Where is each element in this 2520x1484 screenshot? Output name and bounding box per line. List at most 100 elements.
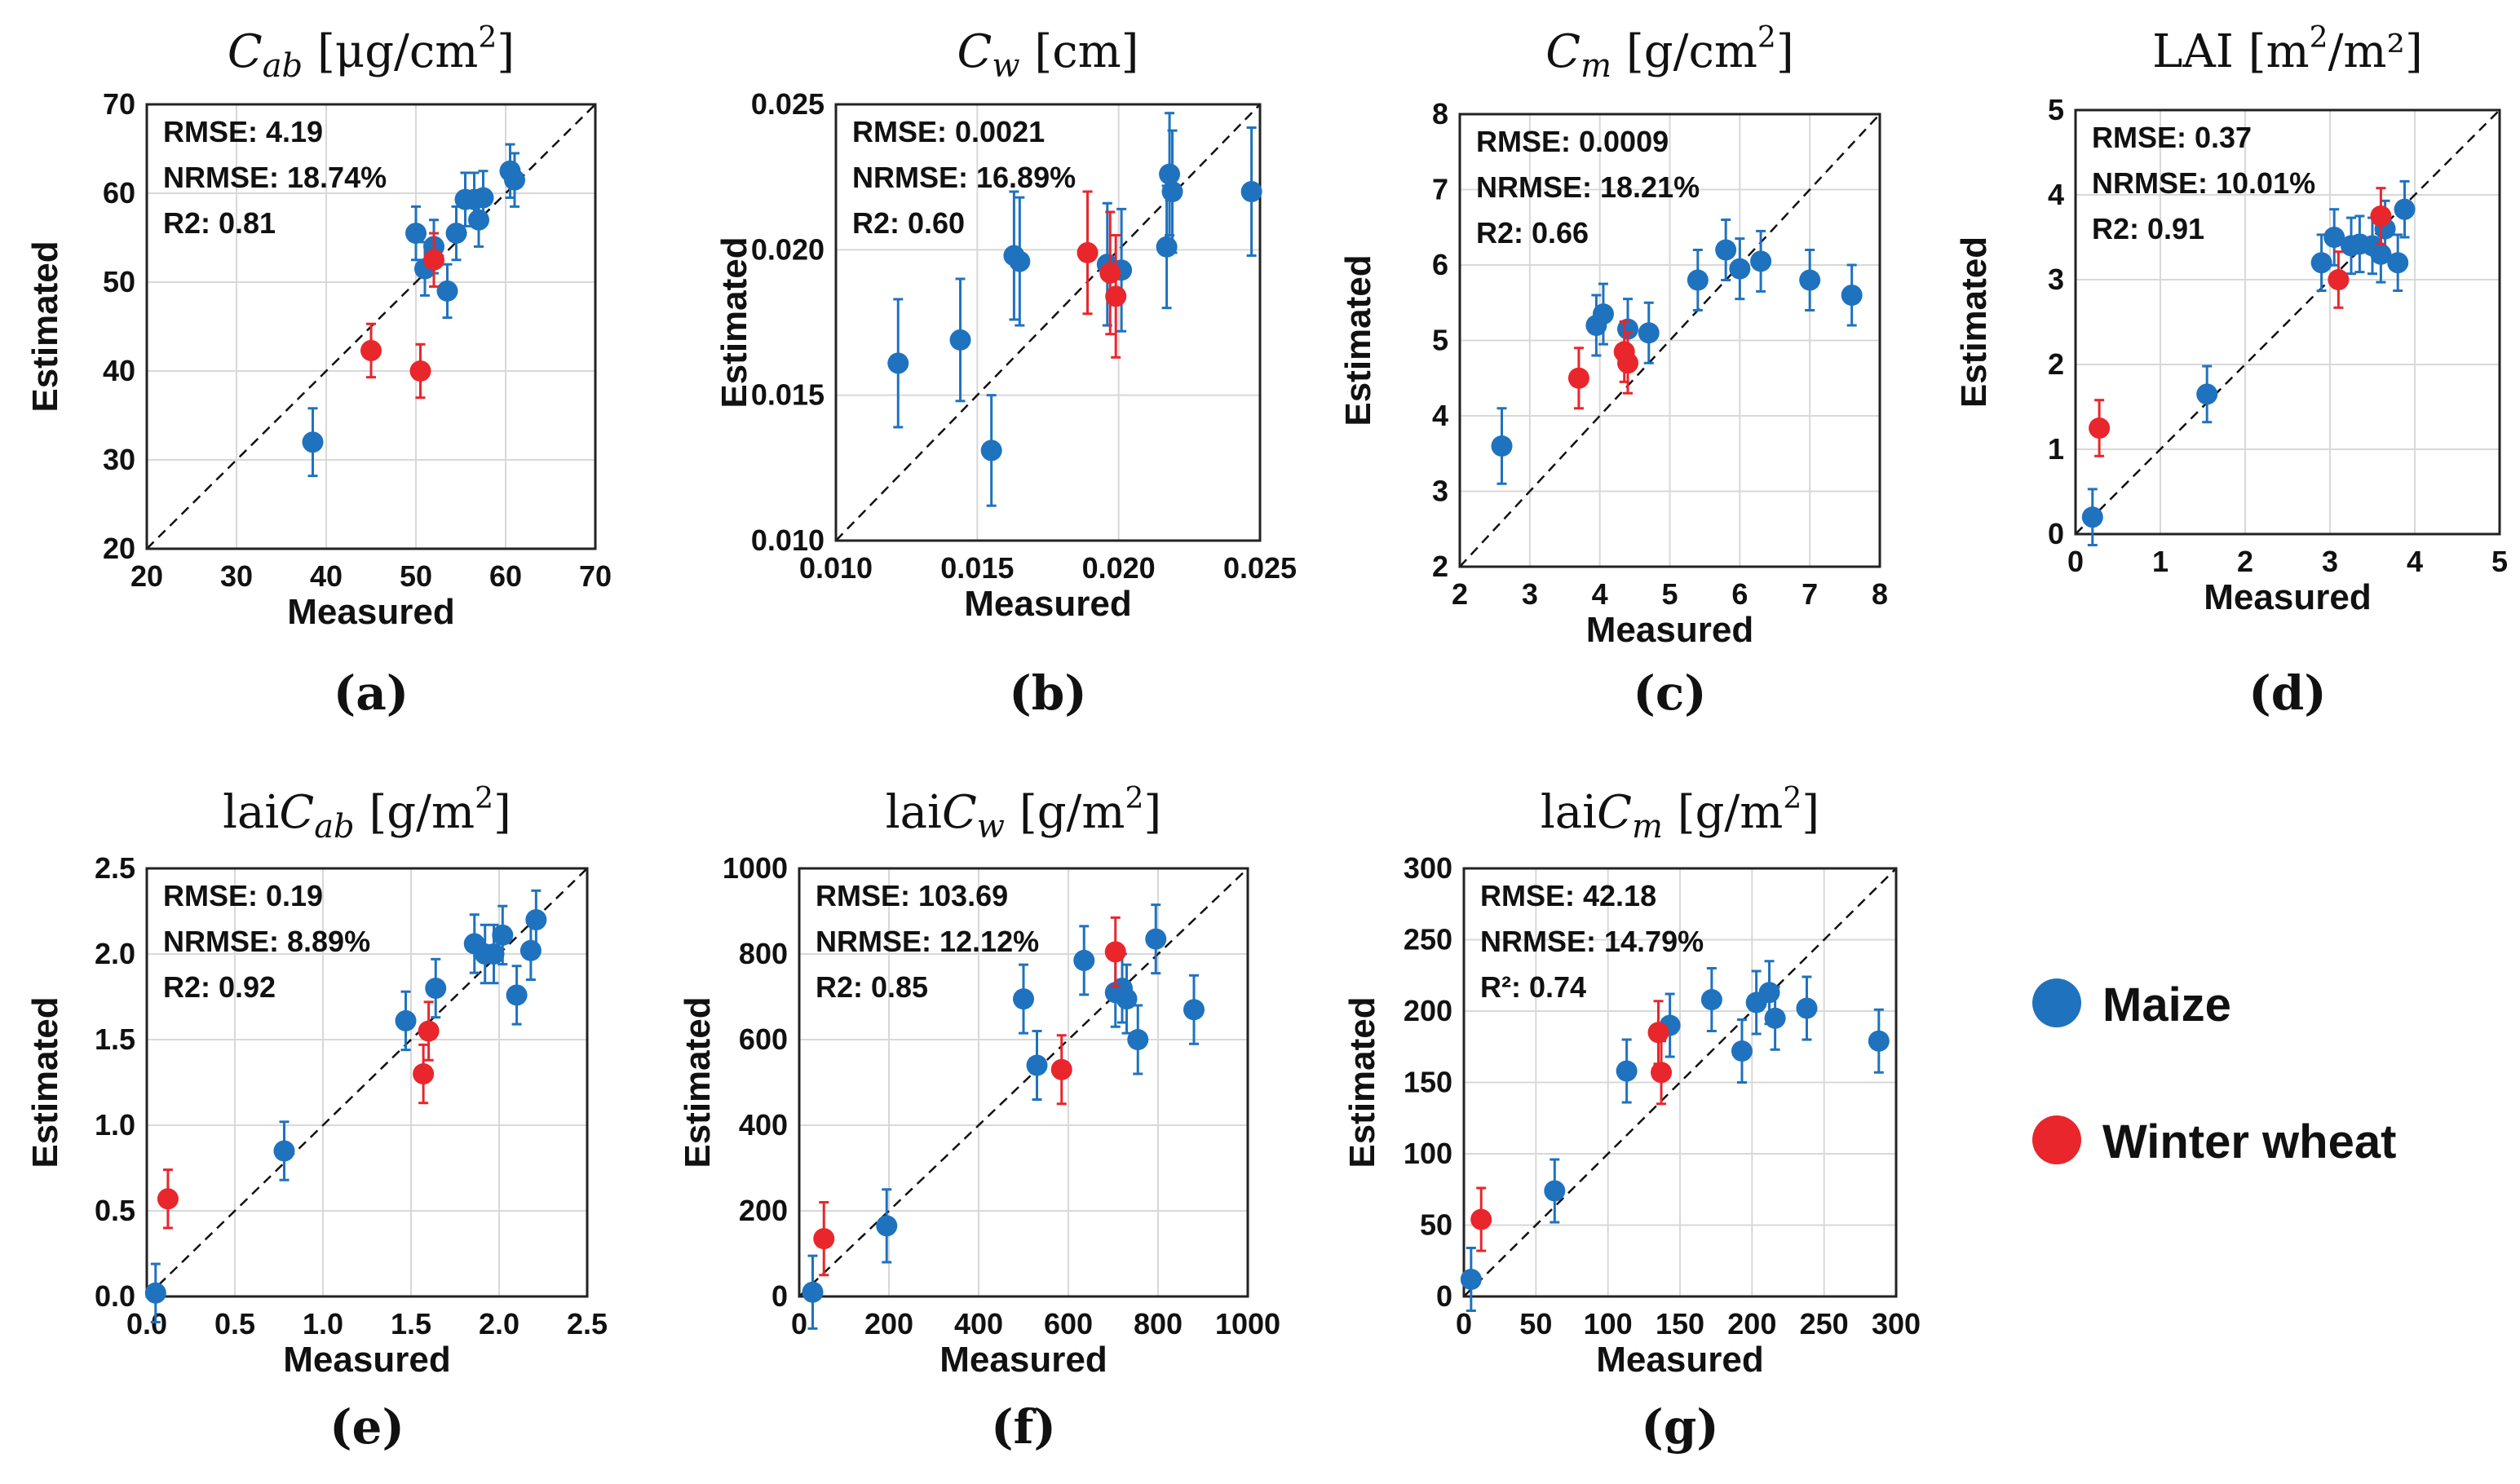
maize-point bbox=[302, 431, 324, 453]
maize-point bbox=[1159, 163, 1181, 185]
y-tick-label: 1.5 bbox=[95, 1022, 135, 1056]
x-tick-label: 0.025 bbox=[1223, 551, 1297, 585]
panel-label: (g) bbox=[1641, 1399, 1718, 1455]
panel-label: (e) bbox=[329, 1399, 405, 1455]
stat-nrmse: NRMSE: 16.89% bbox=[852, 161, 1076, 194]
y-tick-label: 0 bbox=[771, 1279, 788, 1313]
maize-point bbox=[425, 978, 447, 999]
plot-frame bbox=[1462, 867, 1898, 1298]
maize-point bbox=[1460, 1269, 1482, 1290]
maize-point bbox=[1592, 303, 1614, 325]
plot-frame bbox=[145, 103, 597, 550]
maize-point bbox=[1013, 988, 1034, 1010]
x-tick-label: 1 bbox=[2152, 545, 2169, 578]
x-tick-label: 100 bbox=[1584, 1307, 1633, 1340]
plot-frame bbox=[834, 103, 1262, 542]
maize-point bbox=[2323, 227, 2345, 248]
maize-point bbox=[1026, 1054, 1048, 1076]
maize-point bbox=[504, 169, 525, 191]
y-tick-label: 3 bbox=[1432, 475, 1448, 508]
one-to-one-line bbox=[798, 868, 1249, 1297]
stat-nrmse: NRMSE: 18.21% bbox=[1476, 170, 1700, 204]
y-tick-label: 400 bbox=[739, 1108, 788, 1142]
chart-panel-g: 0 50 100 150 200 250 300 0 50 100 150 200 250 300 Meas… bbox=[1342, 782, 1921, 1455]
maize-point bbox=[1183, 999, 1205, 1021]
x-tick-label: 1000 bbox=[1215, 1307, 1280, 1340]
x-axis-title: Measured bbox=[964, 584, 1131, 624]
maize-point bbox=[445, 223, 467, 245]
maize-point bbox=[492, 924, 514, 946]
maize-point bbox=[1764, 1007, 1786, 1029]
x-tick-label: 0.020 bbox=[1082, 551, 1156, 585]
stat-r2: R²: 0.74 bbox=[1480, 970, 1586, 1004]
y-tick-label: 4 bbox=[1432, 399, 1448, 432]
one-to-one-line bbox=[835, 104, 1261, 541]
maize-point bbox=[1617, 318, 1638, 340]
maize-point bbox=[1750, 250, 1772, 272]
panel-title: Cm [g/cm2] bbox=[1545, 21, 1793, 85]
chart-panel-b: 0.010 0.015 0.020 0.025 0.010 0.015 0.020 0.025… bbox=[714, 25, 1297, 721]
x-tick-label: 2 bbox=[2237, 545, 2253, 578]
maize-point bbox=[1127, 1029, 1149, 1050]
y-tick-label: 1.0 bbox=[95, 1108, 135, 1142]
y-axis-title: Estimated bbox=[714, 236, 754, 408]
y-tick-label: 0.010 bbox=[751, 523, 825, 557]
winter-wheat-point bbox=[1104, 941, 1126, 963]
maize-point bbox=[144, 1282, 166, 1304]
y-tick-label: 0.0 bbox=[95, 1279, 135, 1313]
y-tick-label: 100 bbox=[1404, 1137, 1452, 1170]
x-tick-label: 0.5 bbox=[214, 1307, 255, 1340]
maize-point bbox=[1240, 181, 1262, 202]
stat-r2: R2: 0.92 bbox=[163, 970, 276, 1004]
plot-frame bbox=[798, 867, 1249, 1298]
y-tick-label: 8 bbox=[1432, 97, 1448, 130]
winter-wheat-point bbox=[1647, 1022, 1669, 1044]
winter-wheat-point bbox=[2328, 269, 2350, 290]
y-tick-label: 600 bbox=[739, 1022, 788, 1056]
y-tick-label: 0.025 bbox=[751, 87, 825, 121]
panel-label: (b) bbox=[1009, 665, 1086, 721]
x-tick-label: 1.0 bbox=[303, 1307, 343, 1340]
y-tick-label: 20 bbox=[103, 532, 135, 565]
y-axis-title: Estimated bbox=[678, 996, 718, 1168]
winter-wheat-point bbox=[1470, 1208, 1492, 1230]
x-tick-label: 4 bbox=[2407, 545, 2423, 578]
maize-point bbox=[1544, 1180, 1566, 1202]
x-tick-label: 50 bbox=[400, 559, 432, 593]
y-tick-label: 4 bbox=[2048, 178, 2064, 211]
one-to-one-line bbox=[1459, 113, 1881, 568]
y-tick-label: 800 bbox=[739, 937, 788, 970]
plot-frame bbox=[145, 867, 589, 1298]
maize-point bbox=[1073, 949, 1095, 971]
y-axis-title: Estimated bbox=[1954, 236, 1994, 408]
maize-point bbox=[1796, 997, 1818, 1019]
one-to-one-line bbox=[1463, 868, 1897, 1297]
x-tick-label: 0 bbox=[791, 1307, 807, 1340]
maize-point bbox=[468, 209, 489, 231]
stat-r2: R2: 0.91 bbox=[2092, 212, 2204, 245]
x-tick-label: 0.010 bbox=[799, 551, 873, 585]
x-tick-label: 2.0 bbox=[479, 1307, 519, 1340]
x-tick-label: 40 bbox=[310, 559, 343, 593]
maize-point bbox=[876, 1215, 898, 1237]
y-axis-title: Estimated bbox=[1342, 996, 1382, 1168]
maize-point bbox=[1145, 928, 1167, 950]
stat-r2: R2: 0.81 bbox=[163, 206, 276, 240]
y-tick-label: 2 bbox=[2048, 347, 2064, 381]
x-axis-title: Measured bbox=[1596, 1340, 1763, 1380]
x-tick-label: 0 bbox=[2067, 545, 2084, 578]
y-tick-label: 2.0 bbox=[95, 937, 135, 970]
panel-label: (a) bbox=[334, 665, 409, 721]
y-tick-label: 200 bbox=[739, 1194, 788, 1227]
y-tick-label: 50 bbox=[103, 265, 135, 298]
maize-point bbox=[395, 1009, 417, 1031]
chart-panel-e: 0.0 0.5 1.0 1.5 2.0 2.5 0.0 0.5 1.0 1.5 2.0 2.5 Meas… bbox=[25, 782, 608, 1455]
maize-point bbox=[1799, 269, 1821, 291]
x-tick-label: 3 bbox=[1522, 577, 1538, 611]
x-tick-label: 150 bbox=[1656, 1307, 1704, 1340]
one-to-one-line bbox=[2075, 109, 2500, 535]
maize-point bbox=[1700, 989, 1722, 1010]
stat-r2: R2: 0.66 bbox=[1476, 216, 1589, 250]
stat-r2: R2: 0.60 bbox=[852, 206, 965, 240]
